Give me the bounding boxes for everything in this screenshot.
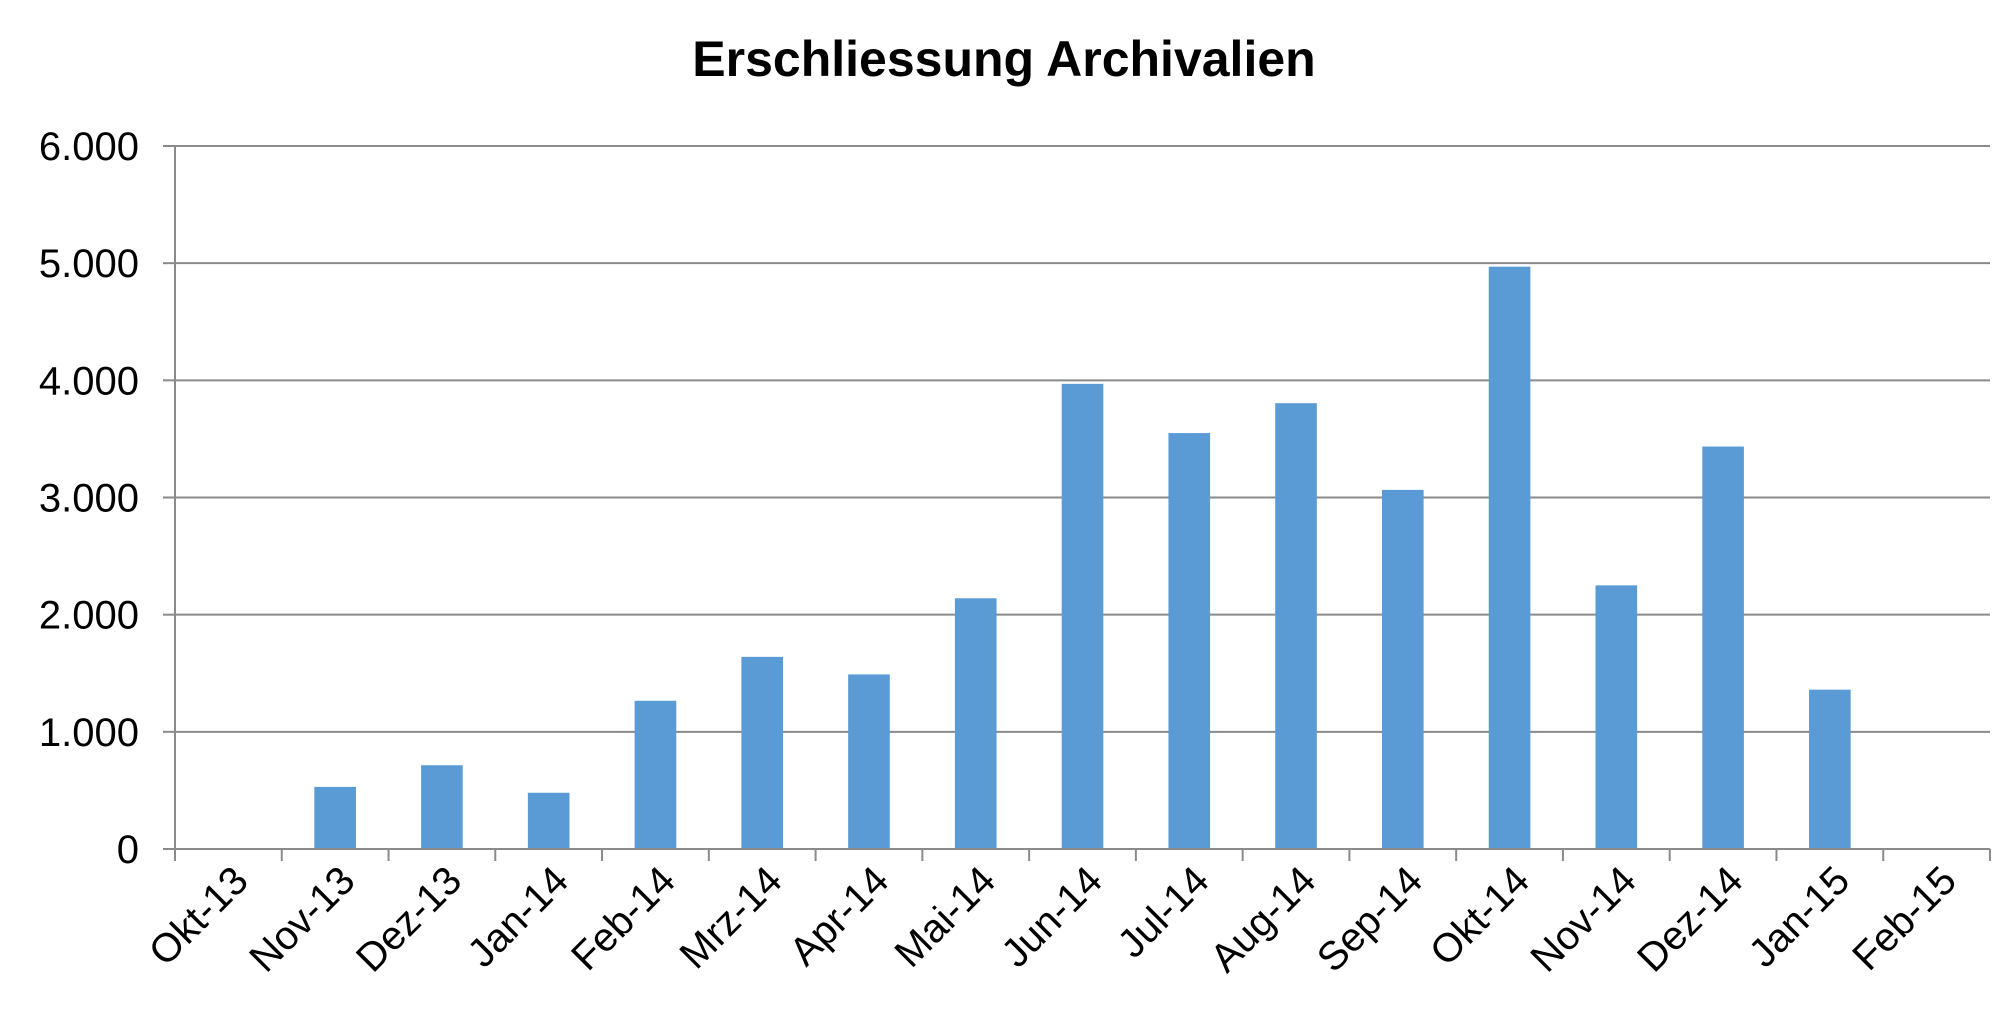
x-tick-label: Mrz-14 — [671, 858, 790, 977]
bar-jun-14 — [1061, 383, 1104, 849]
bar-mrz-14 — [741, 656, 784, 849]
x-tick-label: Sep-14 — [1309, 858, 1431, 980]
bars — [314, 266, 1851, 850]
x-tick-label: Okt-13 — [141, 858, 257, 974]
x-tick-label: Jan-14 — [459, 858, 577, 976]
bar-apr-14 — [848, 674, 890, 849]
x-tick-label: Jun-14 — [993, 858, 1111, 976]
x-axis-tick-labels: Okt-13Nov-13Dez-13Jan-14Feb-14Mrz-14Apr-… — [141, 858, 1965, 980]
y-tick-label: 5.000 — [39, 242, 139, 286]
bar-jan-14 — [527, 792, 570, 849]
y-axis-tick-labels: 0 1.000 2.000 3.000 4.000 5.000 6.000 — [39, 125, 139, 872]
x-tick-label: Apr-14 — [781, 858, 897, 974]
x-tick-label: Jan-15 — [1741, 858, 1859, 976]
x-tick-label: Nov-14 — [1522, 858, 1644, 980]
bar-nov-13 — [314, 786, 356, 849]
bar-sep-14 — [1381, 489, 1424, 849]
y-tick-label: 6.000 — [39, 125, 139, 169]
bar-jul-14 — [1168, 433, 1211, 849]
x-tick-label: Aug-14 — [1202, 858, 1324, 980]
y-tick-label: 4.000 — [39, 359, 139, 403]
x-tick-label: Nov-13 — [241, 858, 363, 980]
x-tick-label: Feb-14 — [563, 858, 684, 979]
bar-mai-14 — [954, 598, 997, 849]
y-tick-label: 3.000 — [39, 477, 139, 521]
bar-okt-14 — [1488, 266, 1531, 850]
bar-dez-14 — [1702, 446, 1744, 849]
x-tick-label: Dez-14 — [1629, 858, 1751, 980]
x-tick-label: Dez-13 — [348, 858, 470, 980]
bar-feb-14 — [634, 700, 677, 849]
bar-aug-14 — [1275, 403, 1317, 849]
y-tick-label: 1.000 — [39, 711, 139, 755]
chart-title: Erschliessung Archivalien — [692, 31, 1315, 87]
x-tick-label: Mai-14 — [887, 858, 1005, 976]
x-tick-label: Feb-15 — [1844, 858, 1965, 979]
x-tick-label: Okt-14 — [1422, 858, 1538, 974]
axes — [163, 145, 1991, 861]
bar-nov-14 — [1595, 585, 1638, 849]
y-tick-label: 0 — [117, 828, 139, 872]
y-tick-label: 2.000 — [39, 594, 139, 638]
bar-dez-13 — [421, 765, 463, 849]
bar-jan-15 — [1809, 689, 1851, 849]
